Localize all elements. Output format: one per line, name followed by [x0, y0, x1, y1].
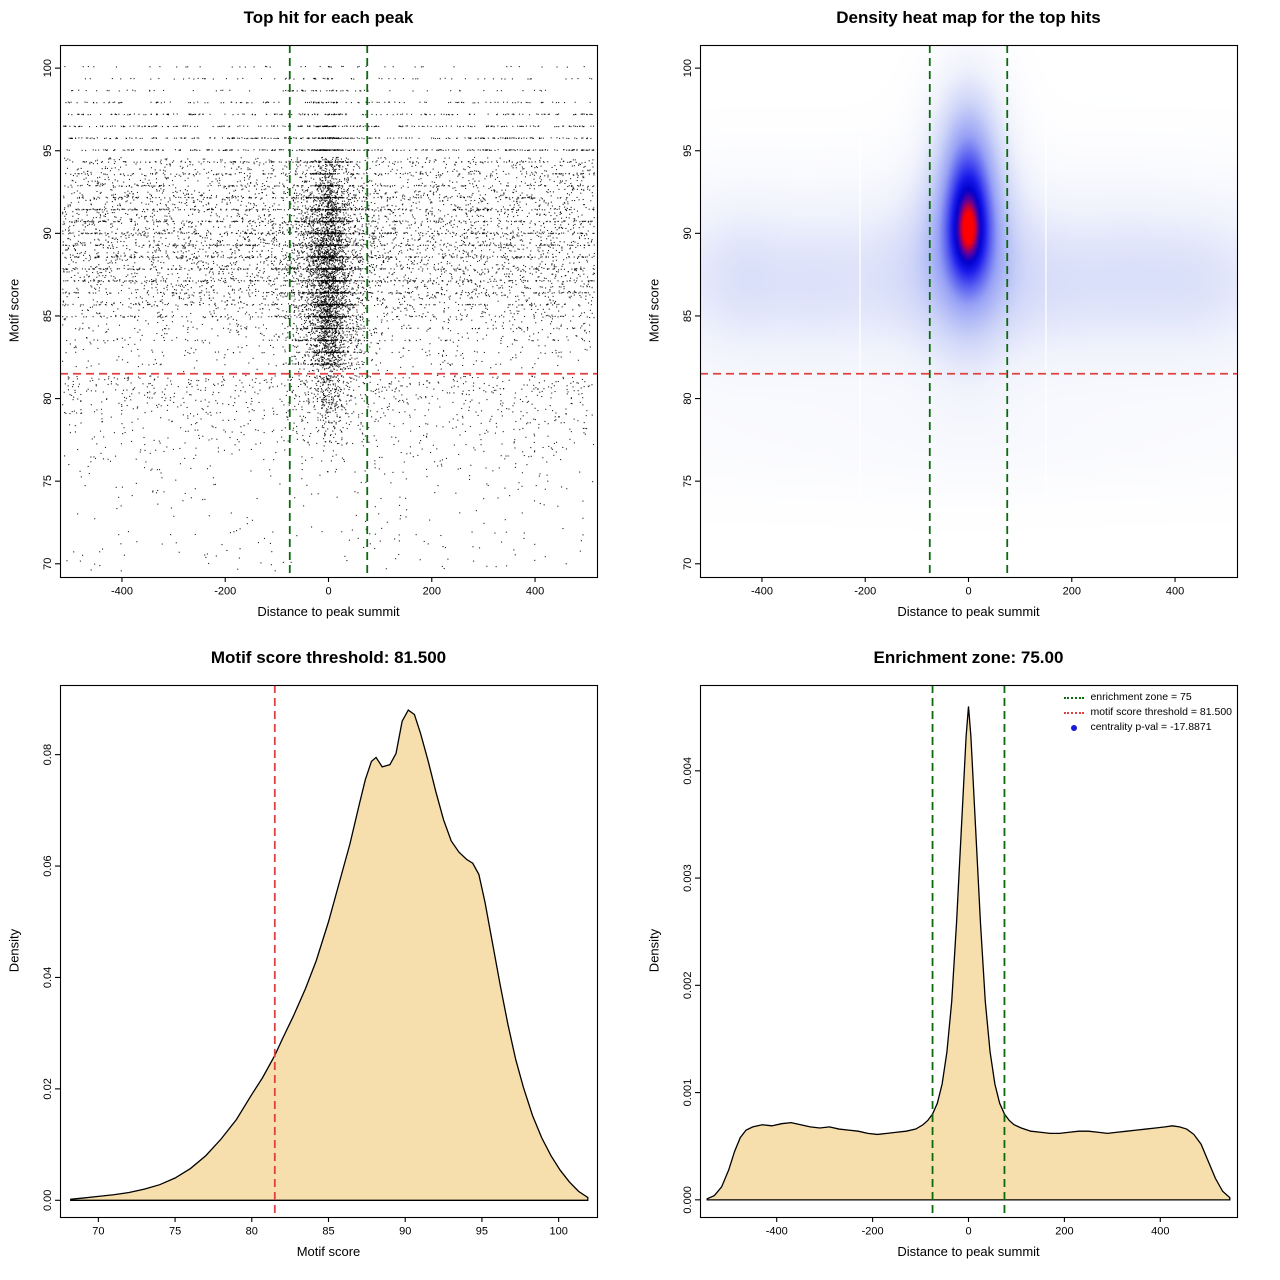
charts-canvas	[0, 0, 1280, 1280]
motif-enrichment-figure: Top hit for each peak Distance to peak s…	[0, 0, 1280, 1280]
